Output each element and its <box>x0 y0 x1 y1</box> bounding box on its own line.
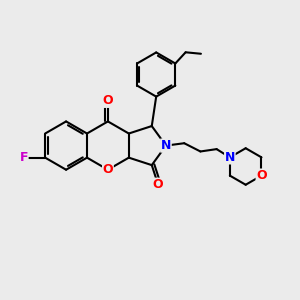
Text: F: F <box>20 151 28 164</box>
Text: N: N <box>225 151 235 164</box>
Text: O: O <box>256 169 267 182</box>
Text: O: O <box>153 178 164 191</box>
Text: O: O <box>103 94 113 107</box>
Text: O: O <box>103 163 113 176</box>
Text: N: N <box>161 139 171 152</box>
